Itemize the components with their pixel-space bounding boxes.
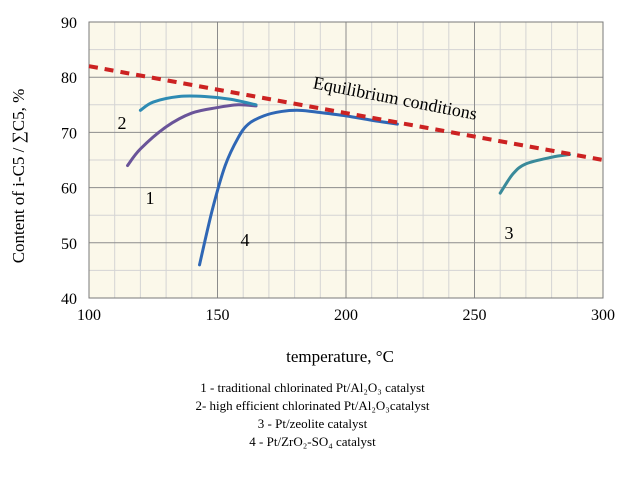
series-label-4: 4	[241, 230, 250, 250]
y-tick-label: 70	[61, 125, 77, 142]
plot-frame	[88, 21, 604, 299]
legend-caption-4: 4 - Pt/ZrO₂-SO₄ catalyst	[249, 434, 376, 449]
series-layer	[88, 64, 604, 267]
series-line-2	[138, 94, 258, 112]
series-label-3: 3	[505, 223, 514, 243]
series-line-equilibrium	[88, 64, 604, 162]
y-tick-label: 50	[61, 236, 77, 253]
series-line-1	[126, 103, 258, 168]
legend-caption-1: 1 - traditional chlorinated Pt/Al₂O₃ cat…	[200, 380, 425, 395]
x-tick-label: 100	[77, 307, 101, 324]
legend-caption-2: 2- high efficient chlorinated Pt/Al₂O₃ca…	[195, 398, 430, 413]
major-grid	[89, 22, 603, 298]
series-line-3	[498, 152, 572, 195]
y-tick-label: 90	[61, 15, 77, 32]
y-tick-label: 80	[61, 70, 77, 87]
series-label-2: 2	[118, 113, 127, 133]
x-axis-label: temperature, °C	[286, 347, 394, 366]
minor-grid	[89, 22, 603, 298]
y-axis-ticks: 40 50 60 70 80 90	[61, 15, 77, 308]
x-tick-label: 250	[463, 307, 487, 324]
x-tick-label: 200	[334, 307, 358, 324]
y-tick-label: 40	[61, 291, 77, 308]
x-axis-ticks: 100 150 200 250 300	[77, 307, 615, 324]
legend-caption-3: 3 - Pt/zeolite catalyst	[257, 416, 368, 431]
y-tick-label: 60	[61, 181, 77, 198]
x-tick-label: 300	[591, 307, 615, 324]
series-line-4	[198, 108, 399, 267]
series-label-1: 1	[146, 188, 155, 208]
x-tick-label: 150	[206, 307, 230, 324]
y-axis-label: Content of i-C5 / ∑C5, %	[9, 89, 28, 264]
